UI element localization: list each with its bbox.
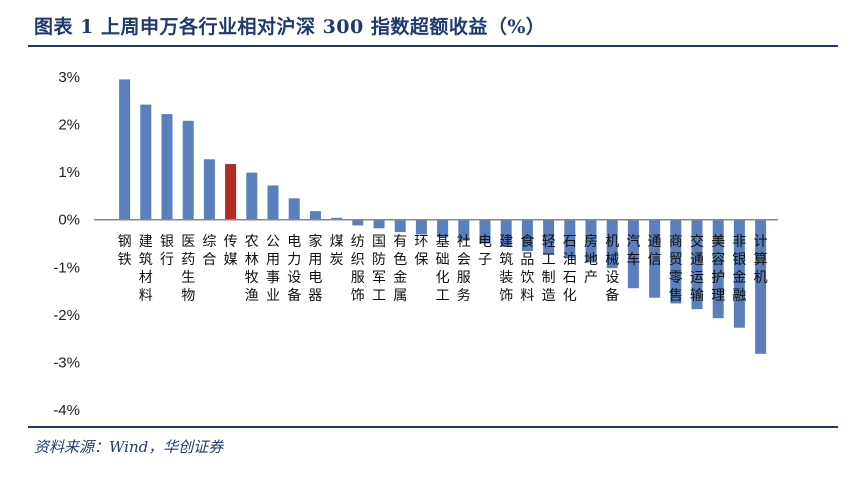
category-label: 交通运输: [690, 233, 704, 304]
category-label: 国防军工: [372, 234, 386, 304]
category-label: 环保: [414, 234, 428, 268]
category-label: 电子: [478, 234, 492, 268]
bar: [140, 104, 152, 220]
y-tick-label: 2%: [58, 117, 80, 134]
bar: [225, 164, 237, 220]
bar: [458, 219, 470, 241]
category-label: 煤炭: [330, 234, 344, 268]
category-label: 建筑材料: [139, 234, 153, 304]
category-label: 通信: [648, 234, 662, 268]
bar: [755, 219, 767, 354]
category-label: 食品饮料: [520, 233, 534, 304]
category-label: 有色金属: [393, 234, 407, 304]
category-label: 房地产: [584, 234, 598, 286]
bar: [267, 185, 279, 220]
category-label: 非银金融: [732, 234, 746, 304]
bar: [161, 114, 173, 220]
y-tick-label: 0%: [58, 212, 80, 229]
bar: [627, 219, 639, 289]
bar: [521, 219, 533, 252]
bar: [437, 219, 449, 238]
category-label: 轻工制造: [542, 234, 556, 304]
bar: [309, 211, 321, 220]
bar: [331, 217, 343, 220]
bar: [352, 219, 364, 226]
y-tick-label: -3%: [53, 354, 80, 371]
category-label: 医药生物: [181, 234, 195, 304]
category-label: 电力设备: [287, 234, 301, 304]
bar: [500, 219, 512, 247]
source-note: 资料来源：Wind，华创证券: [34, 438, 224, 456]
bar: [394, 219, 406, 233]
bar: [543, 219, 555, 255]
category-label: 传媒: [224, 234, 238, 268]
bar: [691, 219, 703, 310]
bar: [712, 219, 724, 319]
category-label: 商贸零售: [669, 234, 683, 304]
bar: [373, 219, 385, 229]
category-label: 汽车: [626, 234, 640, 268]
category-label: 机械设备: [605, 234, 619, 304]
bar: [670, 219, 682, 304]
y-tick-label: 3%: [58, 69, 80, 86]
chart-title: 图表 1 上周申万各行业相对沪深 300 指数超额收益（%）: [34, 16, 546, 38]
y-tick-label: -4%: [53, 402, 80, 419]
y-tick-label: -1%: [53, 259, 80, 276]
bar: [649, 219, 661, 298]
category-label: 农林牧渔: [245, 234, 259, 304]
category-label: 美容护理: [711, 234, 725, 304]
category-label: 纺织服饰: [351, 234, 365, 304]
category-label: 银行: [160, 234, 174, 268]
bar: [606, 219, 618, 269]
category-label: 社会服务: [457, 234, 471, 304]
source-rule: [28, 426, 838, 428]
bar: [564, 219, 576, 259]
category-label: 钢铁: [118, 234, 132, 268]
category-label: 建筑装饰: [499, 234, 513, 304]
bar: [479, 219, 491, 244]
category-label: 公用事业: [266, 234, 280, 304]
bar: [182, 120, 194, 220]
bar: [203, 159, 215, 220]
bar: [288, 198, 300, 220]
bar: [585, 219, 597, 263]
y-tick-label: -2%: [53, 307, 80, 324]
bar: [733, 219, 745, 328]
bar: [415, 219, 427, 235]
bar: [246, 172, 258, 220]
category-label: 基础化工: [436, 233, 450, 304]
bar: [119, 79, 131, 220]
category-label: 石油石化: [563, 234, 577, 304]
category-label: 家用电器: [308, 233, 322, 304]
category-label: 综合: [202, 234, 216, 268]
category-label: 计算机: [754, 234, 768, 286]
y-tick-label: 1%: [58, 164, 80, 181]
title-rule: [28, 45, 838, 47]
